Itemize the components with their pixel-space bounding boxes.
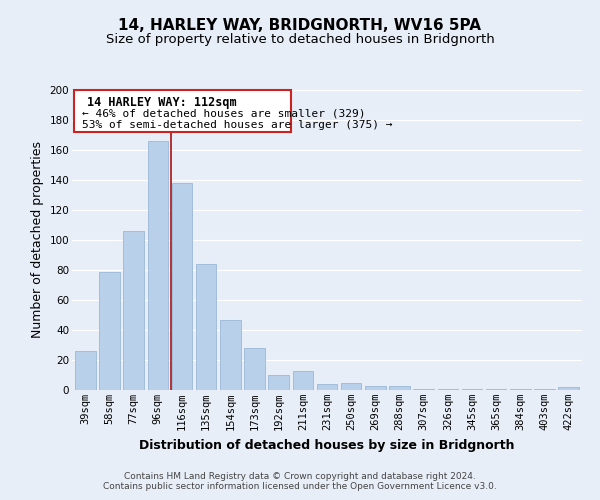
Bar xyxy=(534,388,555,390)
Bar xyxy=(220,320,241,390)
Text: 53% of semi-detached houses are larger (375) →: 53% of semi-detached houses are larger (… xyxy=(82,120,392,130)
Bar xyxy=(317,384,337,390)
Bar xyxy=(510,388,530,390)
Bar xyxy=(172,183,192,390)
Bar xyxy=(196,264,217,390)
Bar xyxy=(244,348,265,390)
Bar xyxy=(341,382,361,390)
Text: Contains HM Land Registry data © Crown copyright and database right 2024.: Contains HM Land Registry data © Crown c… xyxy=(124,472,476,481)
Bar xyxy=(413,388,434,390)
Bar xyxy=(437,388,458,390)
Y-axis label: Number of detached properties: Number of detached properties xyxy=(31,142,44,338)
Bar xyxy=(124,231,144,390)
Bar xyxy=(486,388,506,390)
Bar xyxy=(365,386,386,390)
Bar xyxy=(99,272,120,390)
Bar xyxy=(462,388,482,390)
Text: ← 46% of detached houses are smaller (329): ← 46% of detached houses are smaller (32… xyxy=(82,108,365,118)
Bar xyxy=(148,141,168,390)
Bar xyxy=(389,386,410,390)
Text: Contains public sector information licensed under the Open Government Licence v3: Contains public sector information licen… xyxy=(103,482,497,491)
Text: 14 HARLEY WAY: 112sqm: 14 HARLEY WAY: 112sqm xyxy=(87,96,236,109)
Bar xyxy=(75,351,95,390)
Bar xyxy=(559,387,579,390)
FancyBboxPatch shape xyxy=(74,90,291,132)
Bar xyxy=(268,375,289,390)
X-axis label: Distribution of detached houses by size in Bridgnorth: Distribution of detached houses by size … xyxy=(139,438,515,452)
Bar xyxy=(293,370,313,390)
Text: 14, HARLEY WAY, BRIDGNORTH, WV16 5PA: 14, HARLEY WAY, BRIDGNORTH, WV16 5PA xyxy=(119,18,482,32)
Text: Size of property relative to detached houses in Bridgnorth: Size of property relative to detached ho… xyxy=(106,32,494,46)
